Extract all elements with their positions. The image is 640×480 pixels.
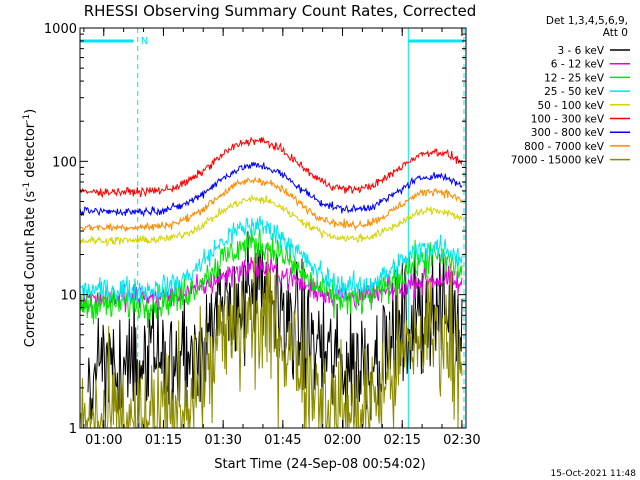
- y-axis-label-mid: detector: [23, 122, 38, 182]
- legend-label: 3 - 6 keV: [557, 45, 604, 57]
- axes: 1 10 100 1000 01:00 01:15 01:30 01:45 02:00 02:15…: [44, 22, 481, 448]
- legend-header: Det 1,3,4,5,6,9,: [546, 15, 628, 27]
- y-tick-label: 100: [52, 155, 77, 170]
- plot-frame: [79, 27, 467, 429]
- series-line: [79, 136, 463, 199]
- series-line: [87, 231, 463, 429]
- x-tick-label: 01:00: [85, 433, 122, 448]
- x-tick-label: 02:15: [383, 433, 420, 448]
- x-tick-label: 01:45: [264, 433, 301, 448]
- y-tick-label: 1000: [44, 22, 77, 37]
- legend: Det 1,3,4,5,6,9,Att 0 3 - 6 keV 6 - 12 keV…: [511, 15, 630, 167]
- legend-header: Att 0: [603, 27, 628, 39]
- legend-label: 100 - 300 keV: [531, 114, 605, 126]
- y-axis-label-sup-2: -1: [22, 114, 32, 123]
- footer-timestamp: 15-Oct-2021 11:48: [551, 469, 637, 479]
- y-axis-label-end: ): [23, 109, 38, 114]
- chart-title: RHESSI Observing Summary Count Rates, Co…: [84, 2, 477, 20]
- y-tick-label: 1: [69, 422, 77, 437]
- y-tick-label: 10: [60, 289, 77, 304]
- legend-label: 12 - 25 keV: [544, 72, 605, 84]
- legend-label: 300 - 800 keV: [531, 127, 605, 139]
- x-tick-label: 01:30: [204, 433, 241, 448]
- y-axis-label-sup-1: -1: [22, 182, 32, 191]
- series-line: [79, 161, 463, 218]
- series-line: [79, 228, 463, 328]
- x-tick-label: 02:00: [324, 433, 361, 448]
- night-flag-label: N: [141, 36, 148, 47]
- y-axis-label: Corrected Count Rate (s-1 detector-1): [22, 109, 38, 347]
- x-tick-label: 01:15: [145, 433, 182, 448]
- series-line: [79, 215, 463, 304]
- legend-label: 6 - 12 keV: [551, 59, 605, 71]
- legend-label: 800 - 7000 keV: [524, 141, 605, 153]
- x-tick-label: 02:30: [443, 433, 480, 448]
- x-axis-label: Start Time (24-Sep-08 00:54:02): [214, 457, 425, 472]
- legend-label: 25 - 50 keV: [544, 86, 605, 98]
- legend-label: 7000 - 15000 keV: [511, 155, 605, 167]
- y-axis-label-prefix: Corrected Count Rate (s: [23, 191, 38, 348]
- legend-label: 50 - 100 keV: [537, 100, 604, 112]
- series-line: [79, 193, 463, 248]
- series-line: [79, 176, 463, 232]
